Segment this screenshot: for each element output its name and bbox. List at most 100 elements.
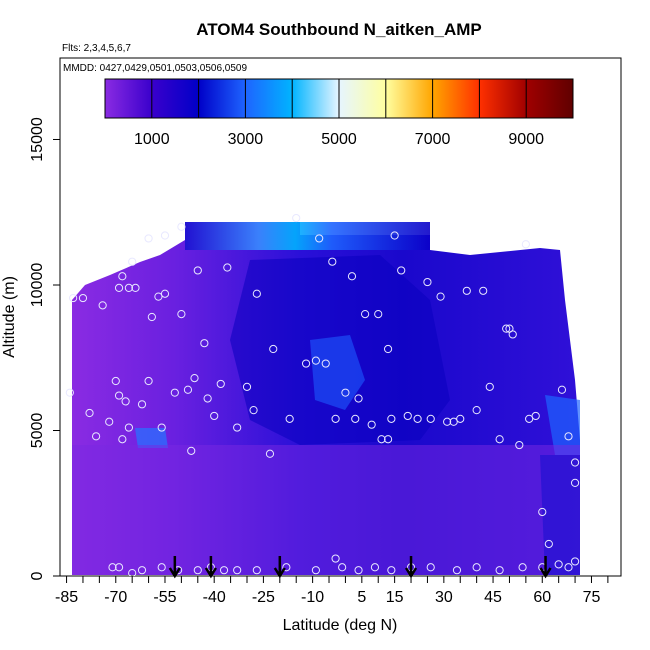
sample-point <box>508 330 517 339</box>
x-tick-label: 15 <box>386 589 404 606</box>
sample-point <box>233 423 242 432</box>
dates-note: MMDD: 0427,0429,0501,0503,0506,0509 <box>63 63 247 74</box>
flight-arrow-icon <box>168 556 181 579</box>
sample-point <box>521 240 530 249</box>
sample-point <box>200 339 209 348</box>
y-tick-label: 5000 <box>29 413 46 449</box>
sample-point <box>193 266 202 275</box>
sample-point <box>570 478 580 487</box>
sample-point <box>131 283 140 292</box>
field-east-patch <box>545 395 580 455</box>
sample-point <box>518 563 527 572</box>
x-tick-label: 45 <box>484 589 502 606</box>
sample-point <box>265 449 275 458</box>
sample-point <box>485 382 494 391</box>
sample-point <box>128 257 137 266</box>
sample-point <box>292 213 301 223</box>
x-tick-label: -25 <box>252 589 275 606</box>
sample-point <box>114 283 124 292</box>
sample-point <box>282 563 291 572</box>
plot-frame <box>59 57 622 577</box>
sample-point <box>397 266 406 275</box>
sample-point <box>443 417 452 426</box>
sample-point <box>249 406 258 415</box>
sample-point <box>413 414 422 423</box>
field-top-band <box>185 222 430 250</box>
sample-point <box>187 446 196 455</box>
sample-point <box>285 414 294 423</box>
heatmap-field <box>72 222 580 575</box>
sample-point <box>311 566 320 575</box>
sample-point <box>144 234 153 243</box>
sample-point <box>216 379 225 389</box>
sample-point <box>557 385 567 394</box>
x-tick-label: -10 <box>301 589 324 606</box>
sample-point <box>242 382 252 391</box>
sample-point <box>269 344 278 354</box>
sample-point <box>515 440 524 450</box>
sample-point <box>301 359 311 368</box>
sample-point <box>370 563 380 572</box>
sample-point <box>118 272 127 281</box>
sample-point <box>472 563 481 572</box>
y-tick-label: 0 <box>29 571 46 580</box>
flight-arrow-icon <box>539 556 552 579</box>
sample-point <box>157 423 166 432</box>
sample-point <box>160 289 170 298</box>
sample-point <box>193 566 202 575</box>
sample-point <box>160 231 170 240</box>
sample-point <box>219 566 229 575</box>
sample-point <box>502 324 511 333</box>
colorbar-tick-label: 7000 <box>415 131 451 148</box>
y-axis: 0 5000 10000 15000 <box>29 117 60 580</box>
x-axis-label: Latitude (deg N) <box>283 617 398 634</box>
sample-point <box>531 411 540 421</box>
sample-point <box>354 394 363 403</box>
sample-point <box>124 283 133 292</box>
sample-point <box>554 560 563 569</box>
sample-point <box>449 417 458 426</box>
sample-point <box>452 566 462 575</box>
sample-point <box>374 309 383 319</box>
flight-arrow-icon <box>204 556 217 579</box>
x-axis: -85 -70 -55 -40 -25 -10 5 15 30 45 60 75 <box>55 576 609 606</box>
sample-point <box>65 388 74 397</box>
sample-point <box>137 400 147 409</box>
sample-point <box>479 286 488 295</box>
sample-point <box>436 292 445 301</box>
flights-note: Flts: 2,3,4,5,6,7 <box>62 43 131 54</box>
sample-point <box>387 566 396 575</box>
sample-point <box>403 411 412 421</box>
sample-point <box>223 263 232 272</box>
sample-point <box>177 222 186 231</box>
sample-point <box>91 432 101 441</box>
sample-point <box>538 507 547 517</box>
sample-point <box>170 388 179 397</box>
x-tick-label: 30 <box>435 589 453 606</box>
field-lower-band <box>72 445 580 575</box>
sample-point <box>69 293 78 303</box>
sample-point <box>354 566 363 575</box>
sample-point <box>328 257 337 266</box>
sample-point <box>114 391 124 400</box>
sample-point <box>564 432 573 441</box>
sample-point <box>331 554 340 563</box>
sample-point <box>144 376 153 386</box>
colorbar-border <box>104 78 574 119</box>
sample-point <box>426 563 435 572</box>
field-west-patch <box>135 428 168 448</box>
sample-point <box>390 231 399 240</box>
sample-point <box>495 566 504 575</box>
sample-point <box>98 301 107 310</box>
x-tick-label: 60 <box>533 589 551 606</box>
sample-point <box>383 435 393 444</box>
sample-point <box>85 408 94 418</box>
colorbar-tick-label: 3000 <box>228 131 264 148</box>
sample-point <box>462 286 471 295</box>
sample-point <box>387 414 396 423</box>
x-tick-label: -70 <box>104 589 127 606</box>
sample-point <box>377 435 386 444</box>
sample-point <box>495 435 504 444</box>
x-tick-label: 75 <box>583 589 601 606</box>
sample-point <box>233 566 242 575</box>
